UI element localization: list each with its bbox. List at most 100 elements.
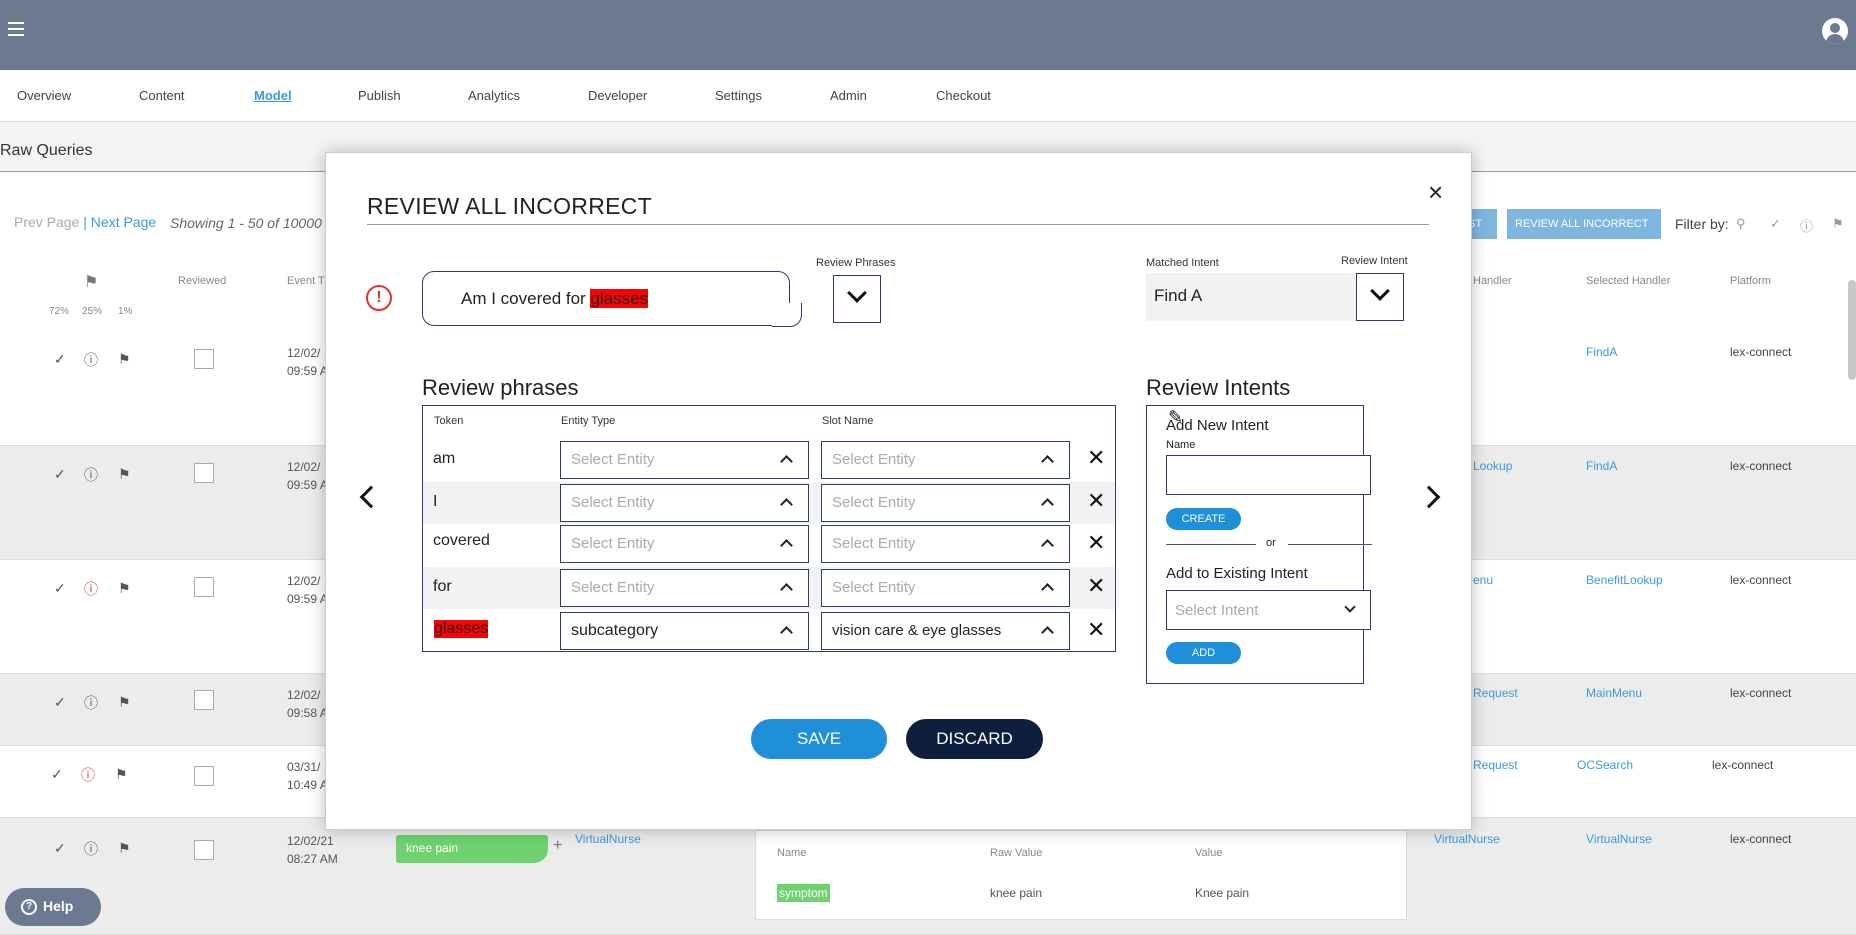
- help-button[interactable]: ? Help: [5, 888, 101, 926]
- nav-overview[interactable]: Overview: [17, 88, 72, 103]
- check-icon[interactable]: ✓: [54, 466, 66, 482]
- chevron-up-icon: [780, 583, 793, 596]
- remove-icon[interactable]: ✕: [1087, 617, 1106, 642]
- entity-type-select[interactable]: Select Entity: [560, 569, 809, 607]
- slot-name-select[interactable]: Select Entity: [821, 525, 1070, 563]
- review-phrases-title: Review phrases: [422, 375, 579, 400]
- review-intent-toggle[interactable]: [1356, 273, 1404, 321]
- flag-icon[interactable]: ⚑: [115, 766, 128, 782]
- flag-filter-icon[interactable]: ⚑: [1832, 216, 1844, 231]
- remove-icon[interactable]: ✕: [1087, 488, 1106, 513]
- slot-name-header: Name: [777, 847, 807, 859]
- handler-link[interactable]: enu: [1473, 573, 1494, 587]
- entity-type-select[interactable]: Select Entity: [560, 441, 809, 479]
- prev-page-link[interactable]: Prev Page: [14, 214, 80, 230]
- pencil-icon[interactable]: ✎: [1168, 407, 1184, 427]
- selected-handler-link[interactable]: VirtualNurse: [1586, 832, 1652, 846]
- flag-icon[interactable]: ⚑: [118, 466, 131, 482]
- alert-icon[interactable]: ⓘ: [84, 841, 98, 857]
- selected-handler-link[interactable]: FindA: [1586, 459, 1618, 473]
- nav-checkout[interactable]: Checkout: [936, 88, 991, 103]
- reviewed-checkbox[interactable]: [194, 463, 214, 483]
- reviewed-checkbox[interactable]: [194, 690, 214, 710]
- alert-icon[interactable]: ⓘ: [81, 767, 95, 783]
- review-all-incorrect-button[interactable]: REVIEW ALL INCORRECT: [1507, 209, 1661, 239]
- flag-icon[interactable]: ⚑: [118, 694, 131, 710]
- reviewed-checkbox[interactable]: [194, 766, 214, 786]
- existing-intent-select[interactable]: Select Intent: [1166, 590, 1371, 630]
- review-intents-title: Review Intents: [1146, 375, 1291, 400]
- selected-handler-link[interactable]: MainMenu: [1586, 686, 1643, 700]
- slot-name-select[interactable]: Select Entity: [821, 484, 1070, 522]
- selected-handler-link[interactable]: OCSearch: [1577, 758, 1634, 772]
- handler-link[interactable]: VirtualNurse: [575, 832, 641, 846]
- check-filter-icon[interactable]: ✓: [1770, 216, 1781, 231]
- discard-button[interactable]: DISCARD: [906, 719, 1043, 759]
- alert-filter-icon[interactable]: ⓘ: [1800, 219, 1814, 234]
- alert-icon[interactable]: ⓘ: [84, 581, 98, 597]
- handler-link[interactable]: VirtualNurse: [1434, 832, 1500, 846]
- query-chip[interactable]: knee pain: [396, 835, 548, 863]
- entity-type-select[interactable]: subcategory: [560, 612, 809, 650]
- flag-icon[interactable]: ⚑: [118, 351, 131, 367]
- review-phrases-toggle[interactable]: [833, 275, 881, 323]
- help-icon: ?: [21, 899, 37, 916]
- reviewed-checkbox[interactable]: [194, 577, 214, 597]
- nav-admin[interactable]: Admin: [830, 88, 867, 103]
- nav-developer[interactable]: Developer: [588, 88, 648, 103]
- nav-analytics[interactable]: Analytics: [468, 88, 521, 103]
- nav-publish[interactable]: Publish: [358, 88, 401, 103]
- chevron-down-icon: [1344, 601, 1356, 613]
- remove-icon[interactable]: ✕: [1087, 445, 1106, 470]
- review-modal: REVIEW ALL INCORRECT × ! Am I covered fo…: [325, 152, 1472, 830]
- phrase-row: for Select Entity Select Entity ✕: [423, 567, 1115, 609]
- add-new-intent-title: Add New Intent: [1166, 417, 1269, 434]
- remove-icon[interactable]: ✕: [1087, 573, 1106, 598]
- next-arrow-icon[interactable]: [1417, 485, 1441, 509]
- reviewed-checkbox[interactable]: [194, 349, 214, 369]
- nav-content[interactable]: Content: [139, 88, 185, 103]
- check-icon[interactable]: ✓: [54, 694, 66, 710]
- check-icon[interactable]: ✓: [54, 840, 66, 856]
- create-button[interactable]: CREATE: [1166, 508, 1241, 530]
- alert-icon[interactable]: ⓘ: [84, 695, 98, 711]
- flag-icon[interactable]: ⚑: [118, 580, 131, 596]
- alert-icon[interactable]: ⓘ: [84, 352, 98, 368]
- slot-value: Knee pain: [1195, 886, 1250, 900]
- review-intent-label: Review Intent: [1341, 255, 1408, 267]
- token: for: [433, 578, 452, 595]
- reviewed-checkbox[interactable]: [194, 840, 214, 860]
- previous-arrow-icon[interactable]: [359, 485, 383, 509]
- check-icon[interactable]: ✓: [54, 351, 66, 367]
- handler-link[interactable]: Request: [1473, 758, 1518, 772]
- intent-name-input[interactable]: [1166, 455, 1371, 495]
- save-button[interactable]: SAVE: [751, 719, 887, 759]
- selected-handler-link[interactable]: BenefitLookup: [1586, 573, 1663, 587]
- zoom-filter-icon[interactable]: ⚲: [1736, 216, 1746, 231]
- nav-model[interactable]: Model: [254, 88, 292, 103]
- check-icon[interactable]: ✓: [51, 766, 63, 782]
- alert-icon[interactable]: ⓘ: [84, 467, 98, 483]
- hamburger-menu-icon[interactable]: [8, 22, 24, 36]
- check-icon[interactable]: ✓: [54, 580, 66, 596]
- row-date: 12/02/09:59 A: [287, 346, 328, 378]
- close-icon[interactable]: ×: [1428, 177, 1444, 207]
- entity-type-select[interactable]: Select Entity: [560, 525, 809, 563]
- handler-link[interactable]: Request: [1473, 686, 1518, 700]
- flag-icon[interactable]: ⚑: [118, 840, 131, 856]
- nav-settings[interactable]: Settings: [715, 88, 762, 103]
- user-account-icon[interactable]: [1822, 18, 1848, 44]
- slot-name-select[interactable]: Select Entity: [821, 441, 1070, 479]
- add-button[interactable]: ADD: [1166, 642, 1241, 664]
- top-bar: [0, 0, 1856, 70]
- column-selected-handler: Selected Handler: [1586, 275, 1671, 287]
- entity-type-select[interactable]: Select Entity: [560, 484, 809, 522]
- handler-link[interactable]: Lookup: [1473, 459, 1513, 473]
- remove-icon[interactable]: ✕: [1087, 530, 1106, 555]
- selected-handler-link[interactable]: FindA: [1586, 345, 1618, 359]
- slot-name-select[interactable]: vision care & eye glasses: [821, 612, 1070, 650]
- next-page-link[interactable]: Next Page: [90, 214, 157, 230]
- scrollbar[interactable]: [1848, 280, 1856, 380]
- slot-name-select[interactable]: Select Entity: [821, 569, 1070, 607]
- add-icon[interactable]: +: [553, 837, 563, 854]
